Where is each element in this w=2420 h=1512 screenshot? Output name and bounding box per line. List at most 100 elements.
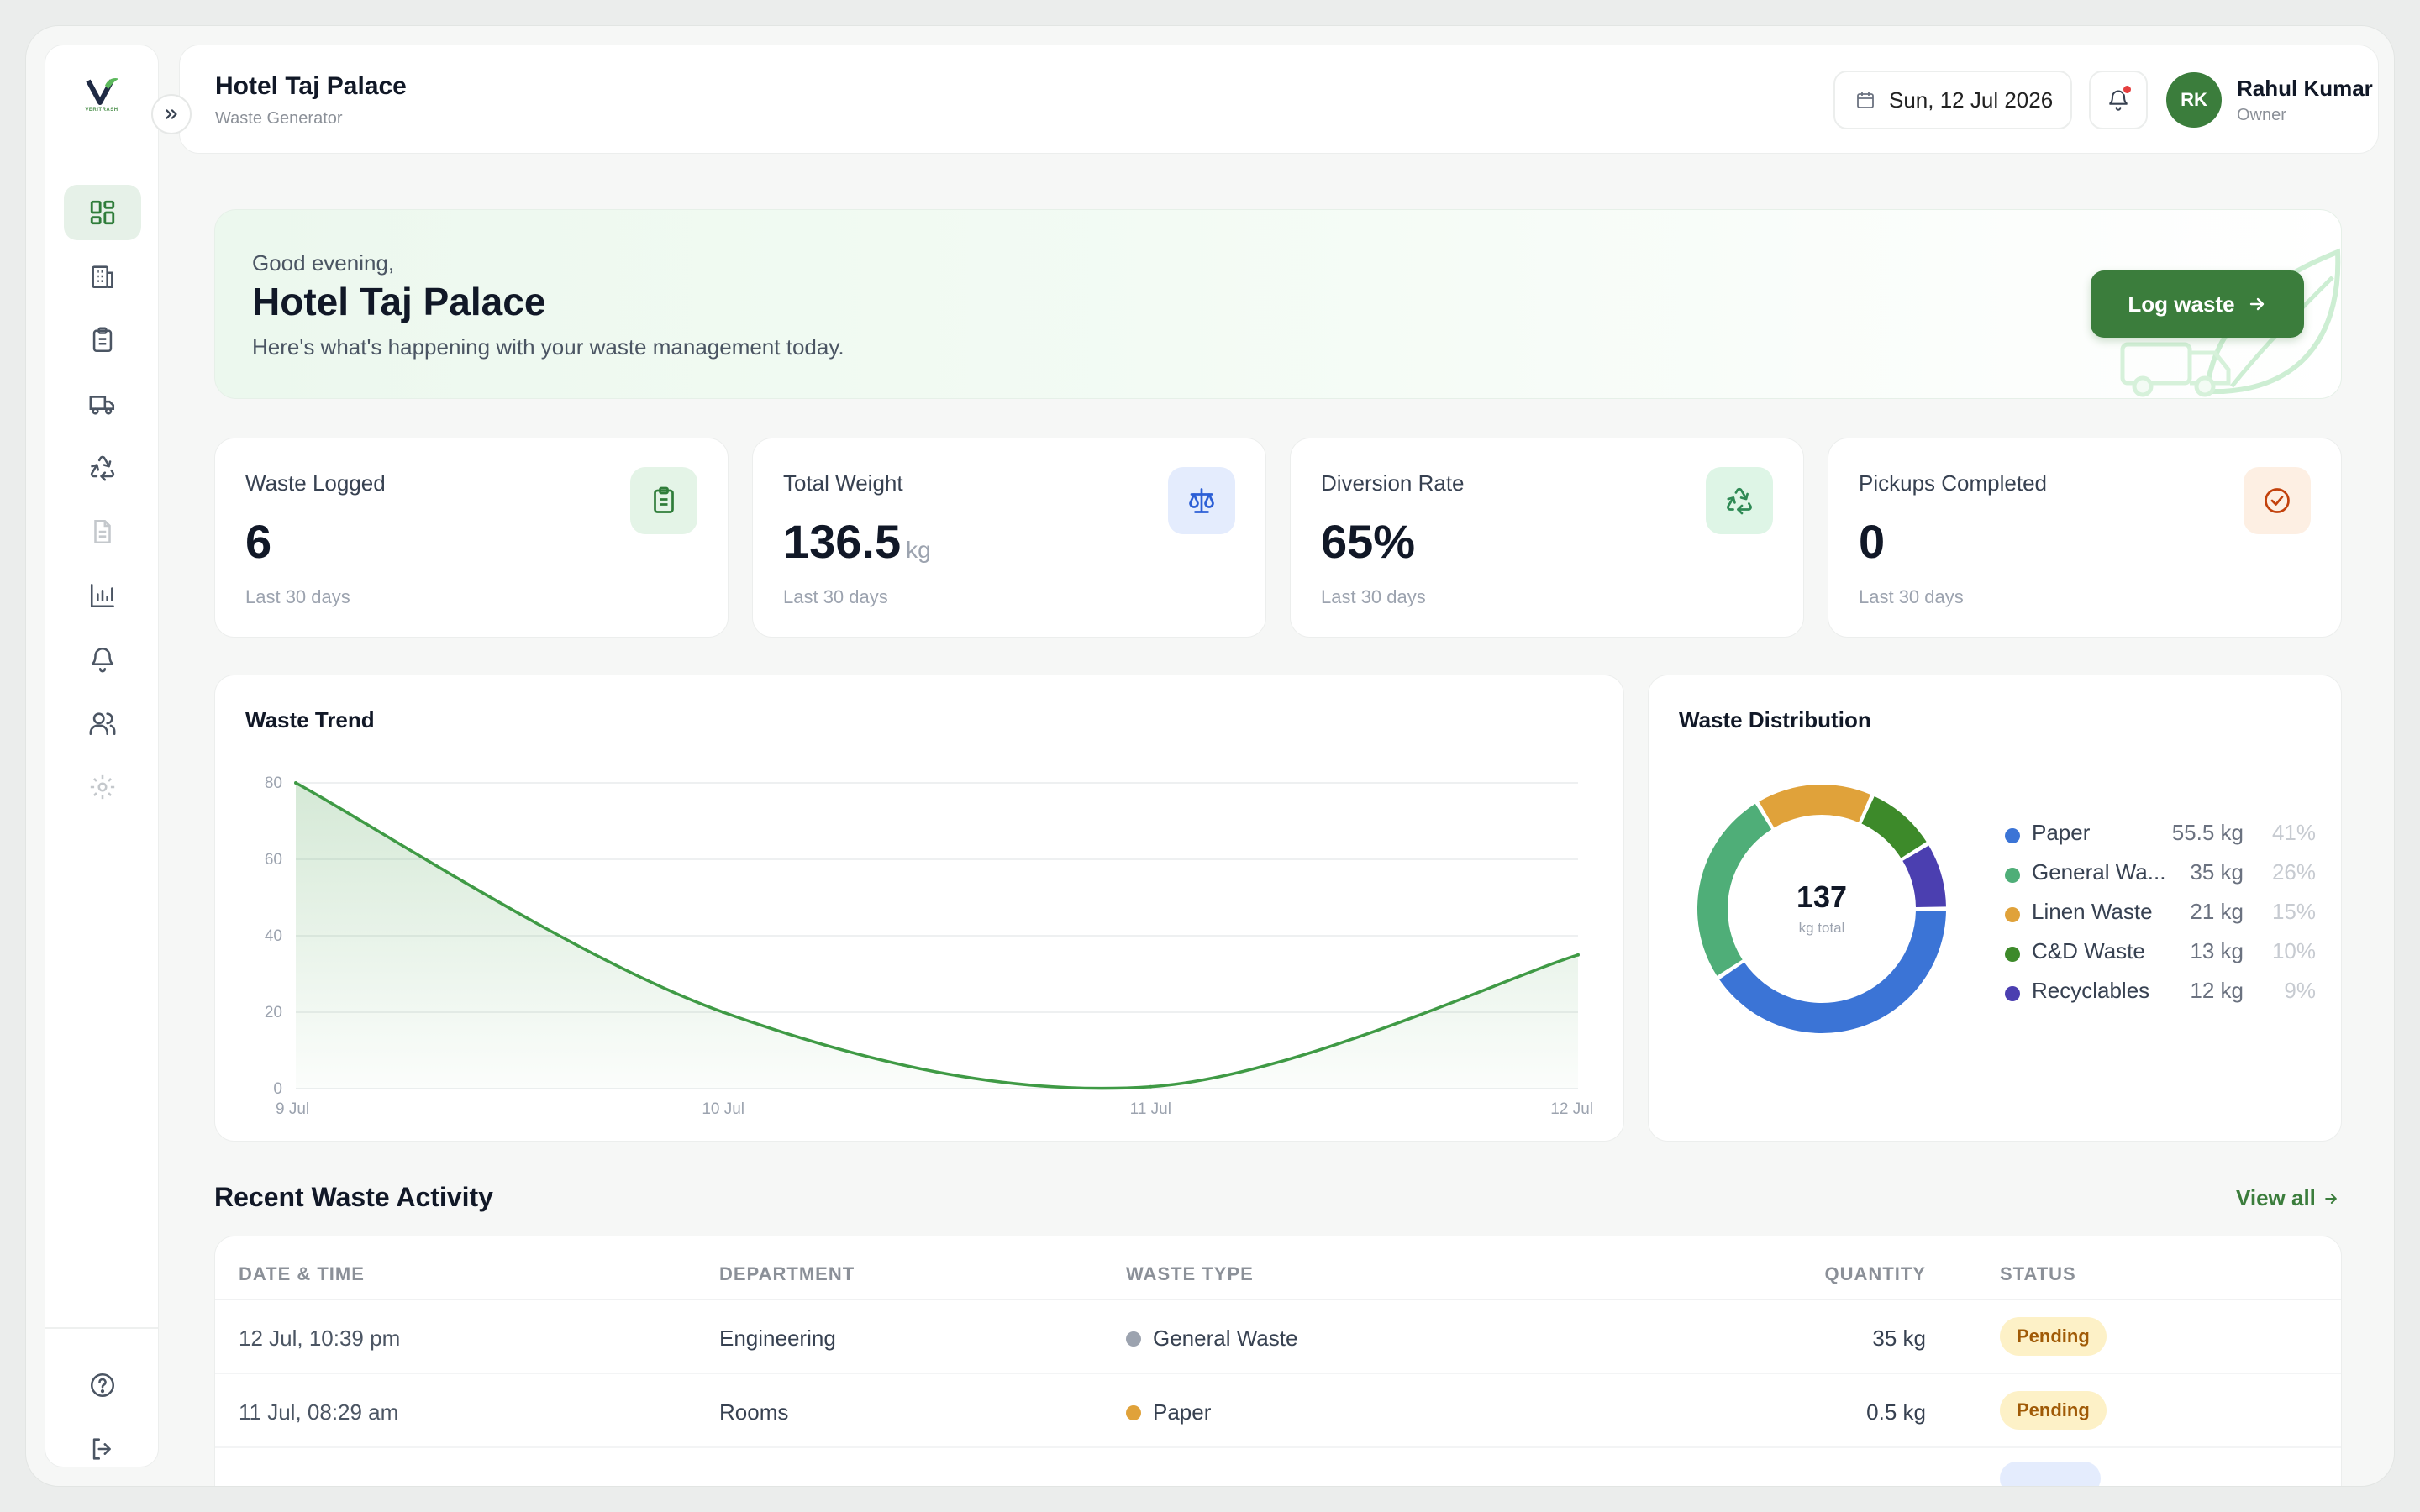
stat-icon-box xyxy=(630,467,697,534)
truck-icon xyxy=(89,396,115,415)
stat-label: Total Weight xyxy=(783,470,903,496)
waste-trend-card: Waste Trend 0 20 40 60 80 9 Jul 10 Jul 11 Jul 12… xyxy=(214,675,1624,1142)
stat-value: 6 xyxy=(245,515,272,568)
table-row[interactable]: 12 Jul, 10:39 pm Engineering General Was… xyxy=(215,1300,2341,1374)
y-tick-label: 60 xyxy=(265,851,282,869)
sidebar-item-waste-log[interactable] xyxy=(64,312,141,368)
legend-item[interactable]: Paper 55.5 kg 41% xyxy=(2005,820,2316,859)
legend-percent: 15% xyxy=(2271,899,2316,924)
legend-name: Linen Waste xyxy=(2032,899,2153,924)
legend-percent: 26% xyxy=(2271,859,2316,885)
row-waste-type: Paper xyxy=(1126,1399,1211,1425)
welcome-banner: Good evening, Hotel Taj Palace Here's wh… xyxy=(214,209,2342,399)
notification-dot xyxy=(2122,84,2133,95)
header-hotel-name: Hotel Taj Palace xyxy=(215,72,407,100)
log-waste-label: Log waste xyxy=(2128,291,2235,317)
stat-footer: Last 30 days xyxy=(783,586,888,607)
legend-percent: 41% xyxy=(2271,820,2316,845)
sidebar-item-buildings[interactable] xyxy=(64,249,141,304)
app-logo[interactable]: VERITRASH xyxy=(77,71,126,119)
column-header-quantity[interactable]: QUANTITY xyxy=(1824,1263,1926,1284)
row-department: Rooms xyxy=(719,1399,789,1425)
donut-slice-1[interactable] xyxy=(1719,910,1946,1033)
sidebar-item-pickups[interactable] xyxy=(64,376,141,432)
sidebar-item-logout[interactable] xyxy=(64,1421,141,1477)
stat-value: 65% xyxy=(1321,515,1416,568)
table-row[interactable]: 11 Jul, 08:29 am Rooms Paper 0.5 kg Pend… xyxy=(215,1374,2341,1448)
sidebar-item-reports[interactable] xyxy=(64,504,141,559)
legend-value: 12 kg xyxy=(2190,978,2244,1003)
row-quantity: 35 kg xyxy=(1872,1326,1926,1351)
donut-slice-3[interactable] xyxy=(1759,785,1870,828)
y-tick-label: 40 xyxy=(265,927,282,945)
log-waste-button[interactable]: Log waste xyxy=(2091,270,2304,338)
donut-slice-5[interactable] xyxy=(1902,845,1946,908)
column-header-status[interactable]: STATUS xyxy=(2000,1263,2076,1284)
legend-item[interactable]: General Wa... 35 kg 26% xyxy=(2005,859,2316,899)
sidebar-item-team[interactable] xyxy=(64,696,141,751)
legend-value: 13 kg xyxy=(2190,938,2244,963)
stat-icon-box xyxy=(1706,467,1773,534)
row-department: Engineering xyxy=(719,1326,836,1351)
waste-distribution-card: Waste Distribution 137 kg total Paper 55.… xyxy=(1648,675,2342,1142)
stat-label: Waste Logged xyxy=(245,470,386,496)
row-divider xyxy=(215,1373,2341,1374)
bell-icon xyxy=(2109,90,2128,111)
trend-point[interactable] xyxy=(1576,953,1580,957)
user-name[interactable]: Rahul Kumar xyxy=(2237,76,2373,101)
status-badge: Pending xyxy=(2000,1317,2107,1356)
row-quantity: 0.5 kg xyxy=(1866,1399,1926,1425)
view-all-link[interactable]: View all xyxy=(2236,1185,2339,1211)
stat-icon-box xyxy=(2244,467,2311,534)
donut-slice-2[interactable] xyxy=(1697,803,1772,976)
sidebar-item-notifications[interactable] xyxy=(64,632,141,687)
sidebar-item-dashboard[interactable] xyxy=(64,185,141,240)
sidebar-item-recycling[interactable] xyxy=(64,440,141,496)
legend-percent: 9% xyxy=(2284,978,2316,1003)
avatar[interactable]: RK xyxy=(2166,72,2222,128)
bell-icon xyxy=(91,648,114,673)
partial-status-badge xyxy=(2000,1462,2101,1486)
donut-center-value: 137 xyxy=(1797,879,1847,914)
trend-point[interactable] xyxy=(294,781,297,785)
legend-value: 35 kg xyxy=(2190,859,2244,885)
y-tick-label: 80 xyxy=(265,774,282,792)
help-circle-icon xyxy=(90,1373,115,1398)
banner-subtitle: Here's what's happening with your waste … xyxy=(252,334,844,360)
top-header: Hotel Taj Palace Waste Generator Sun, 12… xyxy=(179,45,2379,154)
stat-card-total-weight[interactable]: Total Weight 136.5 kg Last 30 days xyxy=(752,438,1266,638)
sidebar: VERITRASH xyxy=(45,45,192,1467)
trend-point[interactable] xyxy=(721,1011,725,1014)
legend-value: 55.5 kg xyxy=(2171,820,2244,845)
waste-trend-chart[interactable]: 0 20 40 60 80 9 Jul 10 Jul 11 Jul 12 Jul xyxy=(215,675,1625,1142)
trend-point[interactable] xyxy=(1149,1084,1153,1089)
stat-card-waste-logged[interactable]: Waste Logged 6 Last 30 days xyxy=(214,438,729,638)
waste-distribution-donut[interactable]: 137 kg total xyxy=(1679,766,1965,1052)
sidebar-expand-button[interactable] xyxy=(151,94,192,134)
date-picker[interactable]: Sun, 12 Jul 2026 xyxy=(1833,71,2072,129)
legend-name: C&D Waste xyxy=(2032,938,2145,963)
notifications-button[interactable] xyxy=(2089,71,2148,129)
trend-area xyxy=(296,783,1578,1089)
legend-item[interactable]: C&D Waste 13 kg 10% xyxy=(2005,938,2316,978)
legend-dot xyxy=(2005,907,2020,922)
donut-center-label: kg total xyxy=(1799,920,1845,936)
sidebar-item-help[interactable] xyxy=(64,1357,141,1413)
building-icon xyxy=(92,265,113,289)
donut-slice-4[interactable] xyxy=(1861,795,1927,858)
clipboard-icon xyxy=(654,486,674,513)
legend-item[interactable]: Recyclables 12 kg 9% xyxy=(2005,978,2316,1017)
trend-line[interactable] xyxy=(295,781,1579,1090)
stat-card-diversion-rate[interactable]: Diversion Rate 65% Last 30 days xyxy=(1290,438,1804,638)
column-header-datetime[interactable]: DATE & TIME xyxy=(239,1263,365,1284)
column-header-waste-type[interactable]: WASTE TYPE xyxy=(1126,1263,1254,1284)
legend-item[interactable]: Linen Waste 21 kg 15% xyxy=(2005,899,2316,938)
column-header-department[interactable]: DEPARTMENT xyxy=(719,1263,855,1284)
legend-percent: 10% xyxy=(2271,938,2316,963)
stat-unit: kg xyxy=(906,537,931,563)
sidebar-item-settings[interactable] xyxy=(64,759,141,815)
sidebar-item-analytics[interactable] xyxy=(64,568,141,623)
legend-name: Paper xyxy=(2032,820,2091,845)
waste-type-dot xyxy=(1126,1331,1141,1347)
stat-card-pickups-completed[interactable]: Pickups Completed 0 Last 30 days xyxy=(1828,438,2342,638)
